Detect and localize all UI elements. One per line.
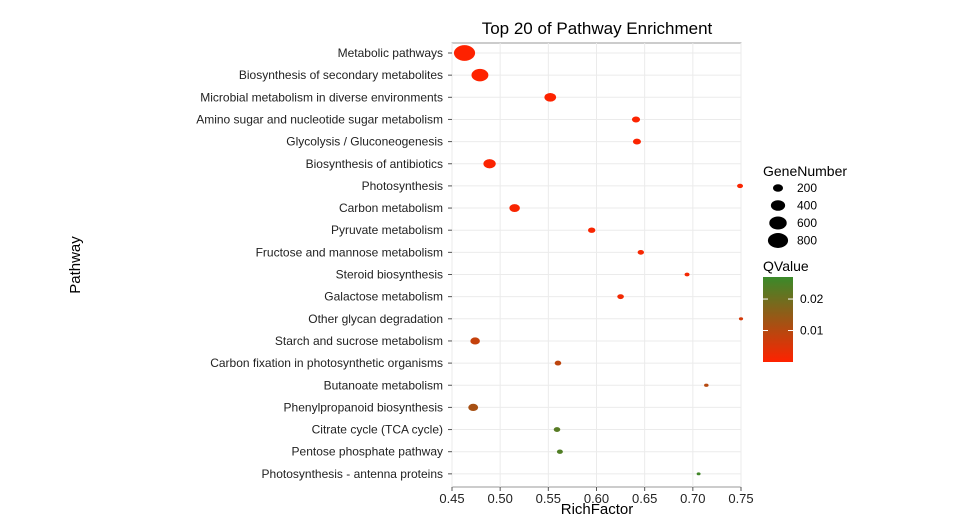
pathway-point — [737, 183, 744, 189]
pathway-label: Photosynthesis - antenna proteins — [262, 467, 443, 481]
pathway-label: Biosynthesis of secondary metabolites — [239, 68, 443, 82]
pathway-point — [468, 403, 479, 412]
pathway-label: Starch and sucrose metabolism — [275, 334, 443, 348]
pathway-label: Amino sugar and nucleotide sugar metabol… — [196, 112, 443, 126]
pathway-point — [637, 249, 645, 255]
pathway-label: Butanoate metabolism — [324, 378, 443, 392]
pathway-point — [556, 449, 563, 454]
pathway-point — [588, 227, 596, 233]
size-legend-key — [772, 184, 784, 192]
pathway-point — [617, 294, 624, 300]
pathway-point — [483, 159, 496, 169]
pathway-label: Carbon metabolism — [339, 201, 443, 215]
pathway-point — [684, 272, 690, 277]
x-tick-label: 0.50 — [488, 491, 513, 506]
qvalue-legend-title: QValue — [763, 258, 809, 274]
pathway-point — [631, 116, 641, 123]
data-points — [453, 45, 744, 476]
x-axis: 0.45 0.50 0.55 0.60 0.65 0.70 0.75 — [439, 487, 754, 506]
pathway-point — [554, 360, 562, 366]
pathway-point — [544, 92, 557, 102]
pathway-label: Citrate cycle (TCA cycle) — [312, 423, 443, 437]
x-tick-label: 0.45 — [439, 491, 464, 506]
pathway-label: Phenylpropanoid biosynthesis — [284, 400, 443, 414]
size-legend-label: 800 — [797, 234, 817, 248]
pathway-label: Galactose metabolism — [324, 290, 443, 304]
pathway-label: Other glycan degradation — [308, 312, 443, 326]
pathway-point — [470, 337, 480, 345]
pathway-point — [471, 68, 489, 82]
pathway-label: Glycolysis / Gluconeogenesis — [286, 135, 443, 149]
size-legend-key — [767, 233, 789, 248]
pathway-point — [738, 317, 744, 321]
size-legend-label: 400 — [797, 199, 817, 213]
pathway-label: Photosynthesis — [362, 179, 443, 193]
grid-lines — [451, 43, 742, 487]
pathway-labels: Metabolic pathways Biosynthesis of second… — [196, 46, 452, 481]
size-legend-label: 200 — [797, 181, 817, 195]
chart-title: Top 20 of Pathway Enrichment — [482, 19, 713, 38]
pathway-label: Biosynthesis of antibiotics — [306, 157, 443, 171]
x-tick-label: 0.75 — [728, 491, 753, 506]
x-tick-label: 0.70 — [680, 491, 705, 506]
gene-number-legend: GeneNumber 200 400 600 800 — [763, 163, 847, 248]
x-axis-title: RichFactor — [561, 501, 634, 518]
pathway-label: Microbial metabolism in diverse environm… — [200, 90, 443, 104]
qvalue-colorbar — [763, 277, 793, 362]
pathway-label: Fructose and mannose metabolism — [256, 245, 443, 259]
pathway-label: Steroid biosynthesis — [336, 268, 443, 282]
pathway-label: Pyruvate metabolism — [331, 223, 443, 237]
pathway-label: Carbon fixation in photosynthetic organi… — [210, 356, 443, 370]
qvalue-legend: QValue 0.02 0.01 — [763, 258, 824, 362]
pathway-point — [704, 383, 709, 387]
x-tick-label: 0.65 — [632, 491, 657, 506]
size-legend-key — [770, 200, 786, 211]
pathway-label: Pentose phosphate pathway — [292, 445, 443, 459]
size-legend-key — [769, 216, 787, 230]
color-legend-label: 0.02 — [800, 292, 824, 306]
pathway-label: Metabolic pathways — [338, 46, 443, 60]
y-axis-title: Pathway — [67, 236, 84, 294]
gene-number-legend-title: GeneNumber — [763, 163, 847, 179]
size-legend-label: 600 — [797, 216, 817, 230]
pathway-point — [509, 204, 520, 212]
x-tick-label: 0.55 — [536, 491, 561, 506]
x-tick-label: 0.60 — [584, 491, 609, 506]
pathway-point — [632, 138, 641, 145]
pathway-point — [696, 472, 701, 476]
color-legend-label: 0.01 — [800, 324, 824, 338]
pathway-point — [553, 427, 561, 432]
pathway-point — [453, 45, 476, 61]
